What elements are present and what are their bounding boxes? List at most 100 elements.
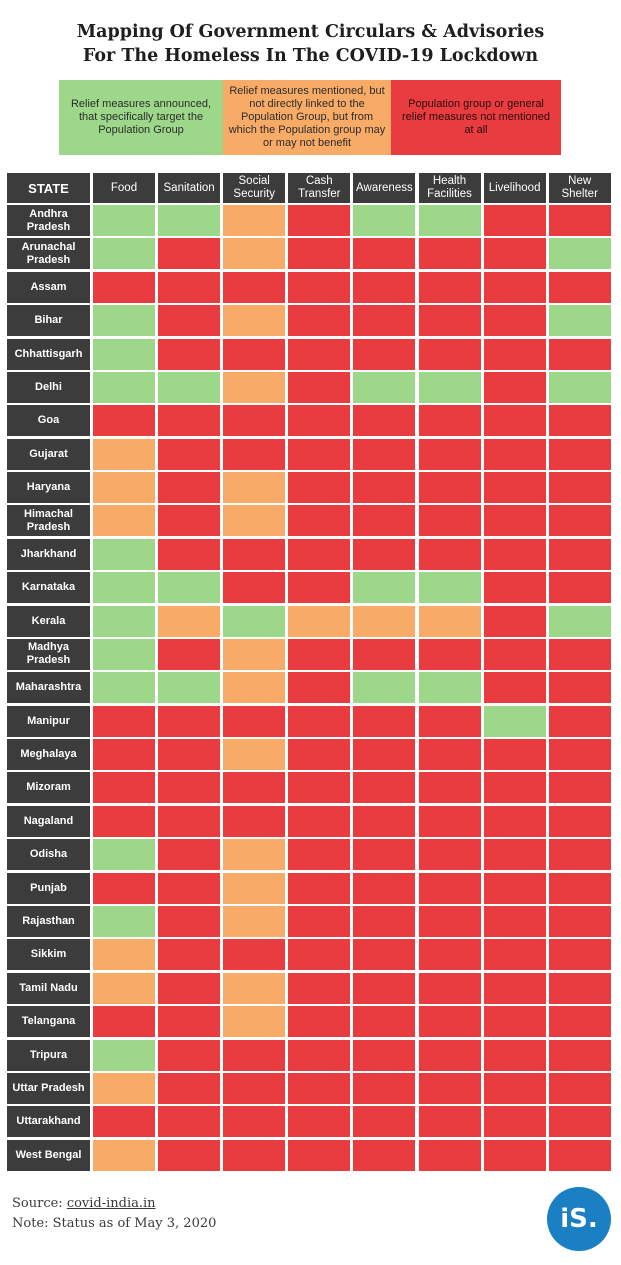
- status-cell-haryana-new-shelter: [548, 472, 611, 504]
- status-cell-meghalaya-cash-transfer: [288, 739, 351, 771]
- status-cell-delhi-social-security: [223, 371, 286, 403]
- status-cell-arunachal-pradesh-social-security: [223, 238, 286, 270]
- status-cell-delhi-sanitation: [158, 371, 221, 403]
- status-cell-goa-health-facilities: [418, 405, 481, 437]
- status-cell-kerala-sanitation: [158, 605, 221, 637]
- status-cell-maharashtra-awareness: [353, 672, 416, 704]
- status-cell-tamil-nadu-livelihood: [483, 972, 546, 1004]
- status-cell-west-bengal-social-security: [223, 1139, 286, 1171]
- status-cell-arunachal-pradesh-health-facilities: [418, 238, 481, 270]
- status-cell-meghalaya-livelihood: [483, 739, 546, 771]
- status-cell-madhya-pradesh-health-facilities: [418, 638, 481, 670]
- status-cell-andhra-pradesh-health-facilities: [418, 205, 481, 236]
- status-cell-chhattisgarh-sanitation: [158, 338, 221, 370]
- column-header-new-shelter: New Shelter: [548, 173, 611, 203]
- status-cell-sikkim-sanitation: [158, 939, 221, 971]
- status-cell-delhi-cash-transfer: [288, 371, 351, 403]
- status-cell-uttarakhand-sanitation: [158, 1106, 221, 1138]
- status-cell-assam-health-facilities: [418, 271, 481, 303]
- status-cell-maharashtra-cash-transfer: [288, 672, 351, 704]
- status-cell-uttar-pradesh-cash-transfer: [288, 1072, 351, 1104]
- status-cell-andhra-pradesh-social-security: [223, 205, 286, 236]
- status-cell-sikkim-food: [93, 939, 155, 971]
- status-cell-uttar-pradesh-new-shelter: [548, 1072, 611, 1104]
- status-cell-karnataka-awareness: [353, 572, 416, 604]
- status-cell-goa-food: [93, 405, 155, 437]
- state-label-andhra-pradesh: Andhra Pradesh: [7, 205, 90, 236]
- state-label-odisha: Odisha: [7, 839, 90, 871]
- status-cell-maharashtra-new-shelter: [548, 672, 611, 704]
- state-label-manipur: Manipur: [7, 705, 90, 737]
- status-cell-telangana-food: [93, 1006, 155, 1038]
- status-cell-madhya-pradesh-food: [93, 638, 155, 670]
- status-cell-meghalaya-health-facilities: [418, 739, 481, 771]
- status-cell-chhattisgarh-livelihood: [483, 338, 546, 370]
- status-cell-arunachal-pradesh-livelihood: [483, 238, 546, 270]
- status-cell-rajasthan-sanitation: [158, 905, 221, 937]
- status-cell-kerala-awareness: [353, 605, 416, 637]
- status-cell-west-bengal-livelihood: [483, 1139, 546, 1171]
- status-cell-rajasthan-new-shelter: [548, 905, 611, 937]
- status-cell-jharkhand-cash-transfer: [288, 538, 351, 570]
- status-cell-mizoram-livelihood: [483, 772, 546, 804]
- status-cell-rajasthan-livelihood: [483, 905, 546, 937]
- status-cell-karnataka-sanitation: [158, 572, 221, 604]
- indiaspend-logo: iS.: [547, 1187, 611, 1251]
- status-cell-haryana-sanitation: [158, 472, 221, 504]
- status-cell-bihar-health-facilities: [418, 305, 481, 337]
- status-cell-haryana-livelihood: [483, 472, 546, 504]
- status-cell-sikkim-livelihood: [483, 939, 546, 971]
- status-cell-andhra-pradesh-livelihood: [483, 205, 546, 236]
- status-cell-bihar-livelihood: [483, 305, 546, 337]
- status-cell-delhi-food: [93, 371, 155, 403]
- status-cell-manipur-new-shelter: [548, 705, 611, 737]
- status-cell-rajasthan-food: [93, 905, 155, 937]
- status-cell-madhya-pradesh-new-shelter: [548, 638, 611, 670]
- status-cell-chhattisgarh-health-facilities: [418, 338, 481, 370]
- status-cell-arunachal-pradesh-new-shelter: [548, 238, 611, 270]
- status-cell-uttar-pradesh-health-facilities: [418, 1072, 481, 1104]
- column-header-state: STATE: [7, 173, 90, 203]
- status-cell-manipur-sanitation: [158, 705, 221, 737]
- status-cell-himachal-pradesh-new-shelter: [548, 505, 611, 537]
- status-cell-haryana-cash-transfer: [288, 472, 351, 504]
- status-cell-tripura-health-facilities: [418, 1039, 481, 1071]
- status-cell-haryana-food: [93, 472, 155, 504]
- status-cell-telangana-new-shelter: [548, 1006, 611, 1038]
- state-label-punjab: Punjab: [7, 872, 90, 904]
- status-cell-jharkhand-new-shelter: [548, 538, 611, 570]
- status-cell-kerala-health-facilities: [418, 605, 481, 637]
- status-cell-punjab-cash-transfer: [288, 872, 351, 904]
- status-cell-tripura-cash-transfer: [288, 1039, 351, 1071]
- status-cell-punjab-new-shelter: [548, 872, 611, 904]
- status-cell-mizoram-social-security: [223, 772, 286, 804]
- source-line: Source: covid-india.in: [12, 1196, 156, 1211]
- status-cell-nagaland-food: [93, 805, 155, 837]
- status-cell-bihar-cash-transfer: [288, 305, 351, 337]
- status-cell-gujarat-new-shelter: [548, 438, 611, 470]
- status-cell-himachal-pradesh-cash-transfer: [288, 505, 351, 537]
- state-label-arunachal-pradesh: Arunachal Pradesh: [7, 238, 90, 270]
- status-cell-andhra-pradesh-sanitation: [158, 205, 221, 236]
- state-label-delhi: Delhi: [7, 371, 90, 403]
- status-cell-kerala-new-shelter: [548, 605, 611, 637]
- status-cell-himachal-pradesh-social-security: [223, 505, 286, 537]
- status-cell-bihar-food: [93, 305, 155, 337]
- status-cell-uttarakhand-cash-transfer: [288, 1106, 351, 1138]
- status-cell-jharkhand-livelihood: [483, 538, 546, 570]
- status-cell-odisha-livelihood: [483, 839, 546, 871]
- state-label-tamil-nadu: Tamil Nadu: [7, 972, 90, 1004]
- state-label-himachal-pradesh: Himachal Pradesh: [7, 505, 90, 537]
- status-cell-jharkhand-food: [93, 538, 155, 570]
- status-cell-delhi-awareness: [353, 371, 416, 403]
- source-link[interactable]: covid-india.in: [66, 1196, 156, 1211]
- status-cell-tripura-new-shelter: [548, 1039, 611, 1071]
- note-line: Note: Status as of May 3, 2020: [12, 1216, 217, 1231]
- status-cell-madhya-pradesh-sanitation: [158, 638, 221, 670]
- column-header-cash-transfer: Cash Transfer: [288, 173, 351, 203]
- status-cell-uttar-pradesh-livelihood: [483, 1072, 546, 1104]
- state-label-uttarakhand: Uttarakhand: [7, 1106, 90, 1138]
- status-cell-gujarat-health-facilities: [418, 438, 481, 470]
- status-cell-karnataka-cash-transfer: [288, 572, 351, 604]
